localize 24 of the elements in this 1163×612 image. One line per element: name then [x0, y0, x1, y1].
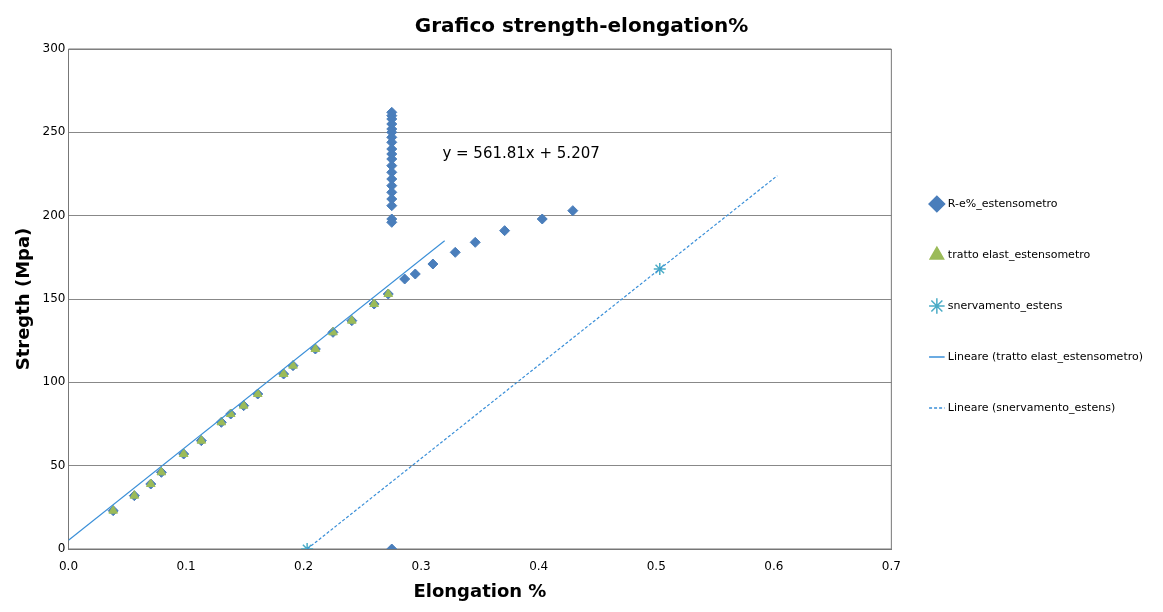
x-tick-label: 0.4	[529, 559, 549, 574]
legend-label: Lineare (tratto elast_estensometro)	[947, 349, 1144, 363]
y-tick-label: 150	[42, 291, 66, 306]
x-tick-label: 0.5	[646, 559, 666, 574]
y-tick-label: 250	[42, 124, 66, 139]
legend-label: R-e%_estensometro	[947, 196, 1058, 210]
x-tick-label: 0.2	[294, 559, 314, 574]
chart-title: Grafico strength-elongation%	[414, 13, 749, 38]
annotation: y = 561.81x + 5.207	[442, 143, 600, 162]
x-tick-label: 0.7	[881, 559, 901, 574]
x-tick-label: 0.3	[411, 559, 431, 574]
y-tick-label: 50	[50, 457, 66, 472]
legend-label: tratto elast_estensometro	[947, 247, 1091, 261]
y-tick-label: 200	[42, 207, 66, 222]
x-tick-label: 0.0	[58, 559, 79, 574]
y-tick-label: 100	[42, 374, 66, 389]
x-tick-label: 0.1	[176, 559, 196, 574]
x-axis-title: Elongation %	[413, 579, 547, 601]
y-tick-label: 0	[57, 541, 66, 556]
x-tick-label: 0.6	[764, 559, 784, 574]
legend-label: Lineare (snervamento_estens)	[947, 400, 1116, 414]
legend-label: snervamento_estens	[947, 298, 1063, 312]
y-axis-title: Stregth (Mpa)	[12, 227, 34, 371]
y-tick-label: 300	[42, 41, 66, 56]
